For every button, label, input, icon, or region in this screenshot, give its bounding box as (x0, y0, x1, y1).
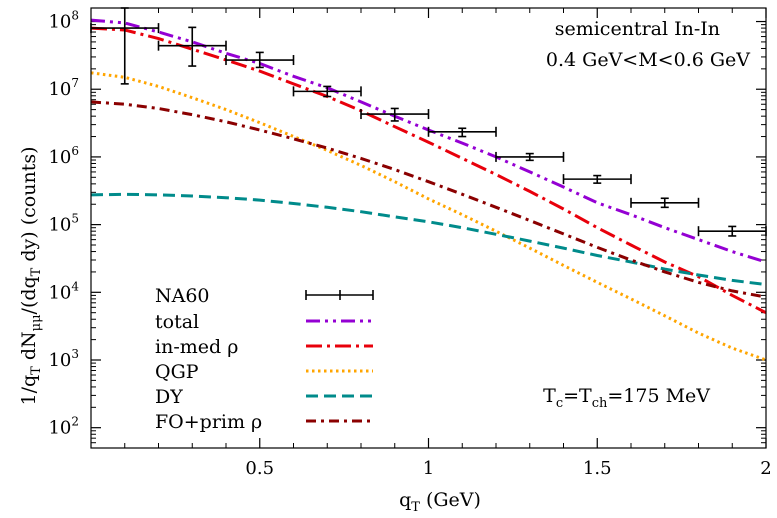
na60-data-point (292, 85, 362, 98)
svg-text:1/qT dNμμ/(dqT dy) (counts): 1/qT dNμμ/(dqT dy) (counts) (18, 146, 44, 405)
x-tick-label: 1.5 (583, 458, 612, 479)
na60-data-point (360, 107, 430, 122)
legend-label-total: total (155, 311, 199, 333)
x-tick-label: 0.5 (245, 458, 274, 479)
legend-label-dy: DY (155, 386, 183, 408)
series-line-fo-prim (90, 100, 767, 299)
na60-data-point (697, 225, 767, 237)
na60-data-point (90, 7, 160, 85)
x-tick-label: 1 (423, 458, 434, 479)
legend: NA60 total in-med ρ QGP DY FO+prim ρ (155, 285, 374, 433)
series-line-qgp (90, 71, 767, 362)
y-tick-label: 108 (48, 9, 79, 33)
na60-data-point (495, 151, 565, 162)
legend-label-na60: NA60 (155, 285, 210, 307)
legend-label-in-med-rho: in-med ρ (155, 336, 238, 358)
na60-data-point (225, 51, 295, 69)
mass-window-annotation: 0.4 GeV<M<0.6 GeV (546, 49, 750, 71)
temperature-annotation: Tc=Tch=175 MeV (543, 385, 710, 411)
na60-data-point (157, 26, 227, 67)
legend-label-qgp: QGP (155, 361, 199, 383)
legend-label-fo-prim-rho: FO+prim ρ (155, 411, 262, 433)
y-tick-label: 107 (48, 76, 79, 100)
series-line-dy (90, 192, 767, 287)
svg-text:qT (GeV): qT (GeV) (399, 489, 481, 515)
na60-data-point (562, 174, 632, 185)
plot-frame (90, 7, 767, 449)
na60-data-point (630, 197, 700, 209)
y-tick-label: 104 (48, 279, 79, 303)
na60-data-point (427, 126, 497, 138)
y-axis-label: 1/qT dNμμ/(dqT dy) (counts) (18, 146, 44, 405)
y-tick-label: 102 (48, 415, 79, 439)
y-tick-label: 105 (48, 212, 79, 236)
y-tick-label: 106 (48, 144, 79, 168)
y-tick-label: 103 (48, 347, 79, 371)
legend-sample-na60 (305, 290, 374, 300)
x-axis-label: qT (GeV) (399, 489, 481, 515)
x-tick-label: 2 (760, 458, 771, 479)
system-annotation: semicentral In-In (555, 18, 720, 40)
series-line-in-med (90, 26, 767, 315)
